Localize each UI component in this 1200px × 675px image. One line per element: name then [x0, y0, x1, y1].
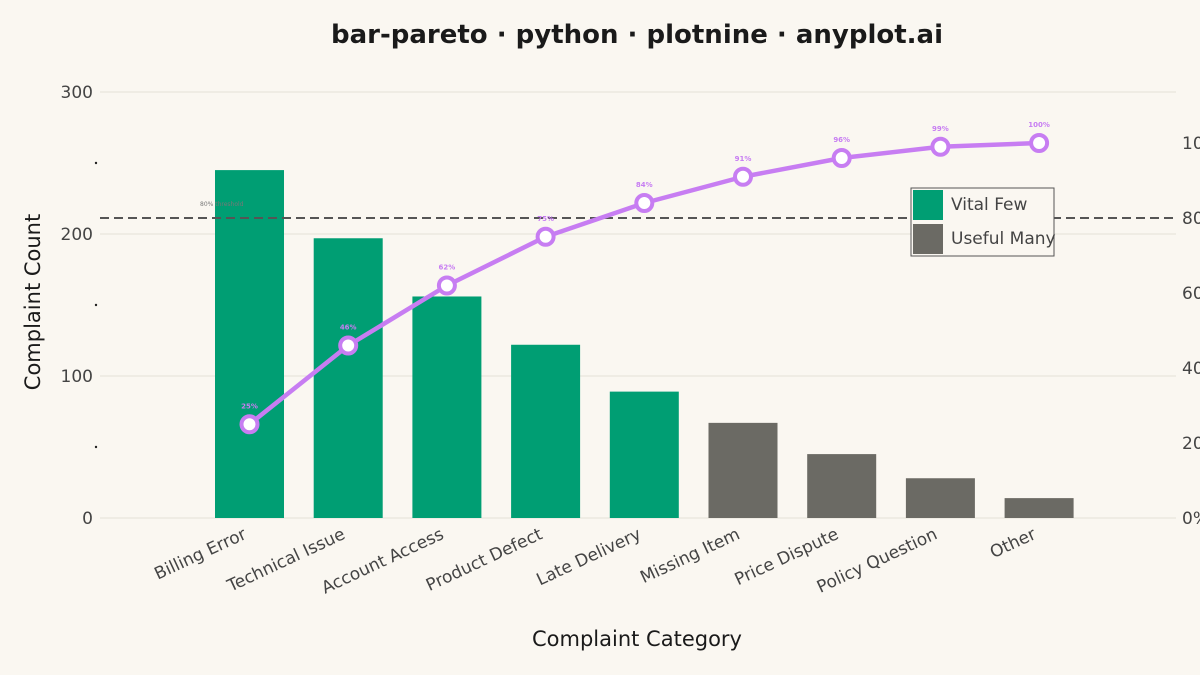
legend-label: Useful Many [951, 229, 1056, 249]
bar [215, 170, 284, 518]
y-minor-tick [94, 161, 98, 165]
legend-swatch [913, 224, 943, 254]
cumulative-point [831, 148, 852, 168]
cumulative-label: 91% [735, 155, 752, 163]
legend-swatch [913, 190, 943, 220]
cumulative-line: 25% 46% 62% 75% 84% 91% 96% 99% 100% [239, 121, 1050, 435]
bar [708, 422, 778, 518]
bar [609, 391, 679, 518]
bar [1004, 498, 1074, 518]
cumulative-point [634, 193, 655, 213]
bar [807, 454, 877, 518]
chart-title: bar-pareto · python · plotnine · anyplot… [331, 20, 943, 50]
x-tick-label: Late Delivery [534, 524, 645, 590]
cumulative-label: 96% [833, 136, 850, 144]
cumulative-point [1029, 133, 1050, 153]
cumulative-label: 75% [537, 215, 554, 223]
y2-tick-label: 80% [1182, 209, 1200, 229]
threshold-label: 80% threshold [200, 201, 244, 208]
y2-tick-label: 20% [1182, 434, 1200, 454]
y-tick-label: 300 [61, 83, 93, 103]
y2-tick-label: 100% [1182, 134, 1200, 154]
bar [905, 478, 975, 518]
legend: Vital Few Useful Many [910, 187, 1056, 257]
bar [313, 238, 383, 518]
y-axis-title: Complaint Count [21, 214, 45, 390]
y2-tick-label: 0% [1182, 509, 1200, 529]
y-minor-tick [94, 445, 98, 449]
cumulative-point [535, 226, 556, 247]
y-minor-tick [94, 303, 98, 307]
cumulative-point [338, 335, 359, 356]
cumulative-point [930, 136, 951, 157]
y-tick-label: 200 [61, 225, 93, 245]
y-axis-ticks: 0 100 200 300 [61, 83, 98, 529]
y2-axis-ticks: 0% 20% 40% 60% 80% 100% [1182, 134, 1200, 529]
cumulative-label: 62% [439, 264, 456, 272]
cumulative-label: 100% [1028, 121, 1050, 129]
bar [412, 296, 482, 518]
cumulative-point [436, 275, 457, 296]
cumulative-point [733, 166, 753, 187]
bar [511, 344, 581, 518]
y2-tick-label: 60% [1182, 284, 1200, 304]
y-tick-label: 100 [61, 367, 93, 387]
cumulative-label: 46% [340, 324, 357, 332]
bars [215, 170, 1074, 518]
x-tick-label: Other [987, 524, 1039, 563]
y2-tick-label: 40% [1182, 359, 1200, 379]
x-axis-title: Complaint Category [532, 627, 742, 651]
cumulative-label: 84% [636, 181, 653, 189]
legend-label: Vital Few [951, 195, 1027, 215]
cumulative-label: 25% [241, 402, 258, 410]
cumulative-point [239, 414, 260, 435]
y-tick-label: 0 [82, 509, 93, 529]
cumulative-label: 99% [932, 125, 949, 133]
x-tick-label: Missing Item [637, 524, 743, 588]
